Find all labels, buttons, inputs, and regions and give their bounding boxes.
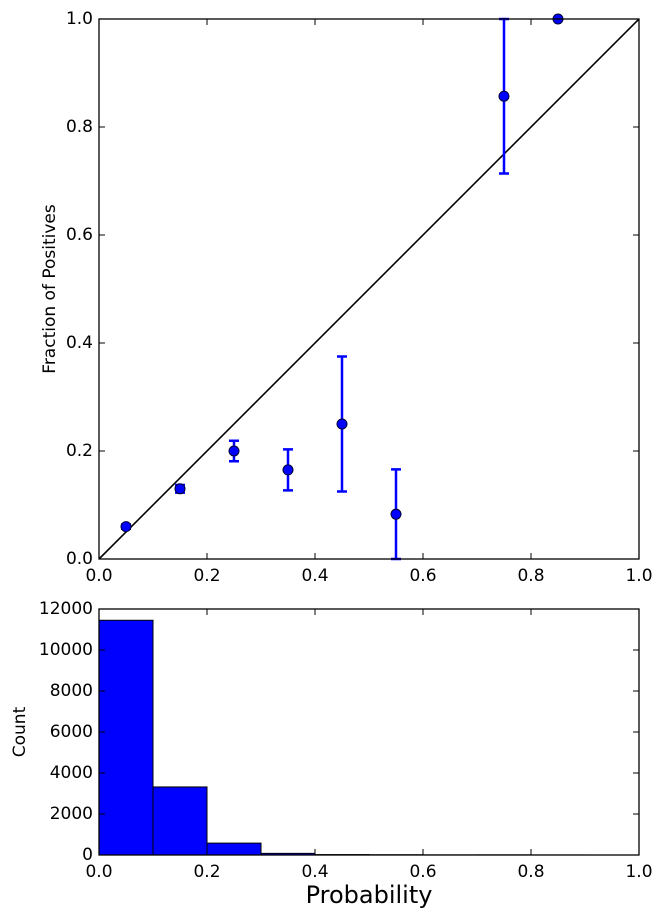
- x-tick-label: 0.0: [85, 862, 112, 882]
- x-tick-label: 0.4: [301, 566, 328, 586]
- x-tick-label: 1.0: [625, 862, 652, 882]
- y-tick-label: 0.2: [66, 441, 93, 461]
- x-axis-label: Probability: [306, 881, 433, 909]
- y-tick-label: 0.0: [66, 549, 93, 569]
- y-tick-label: 1.0: [66, 9, 93, 29]
- point: [174, 483, 186, 495]
- y-tick-label: 0.8: [66, 117, 93, 137]
- point: [498, 90, 510, 102]
- point: [390, 508, 402, 520]
- y-tick-label: 0.6: [66, 225, 93, 245]
- point: [336, 418, 348, 430]
- y-tick-label: 10000: [39, 640, 93, 660]
- x-tick-label: 0.0: [85, 566, 112, 586]
- plot-frame: [98, 18, 640, 560]
- y-tick-label: 0: [82, 845, 93, 865]
- reference-diagonal: [98, 18, 640, 560]
- y-axis-label: Fraction of Positives: [40, 204, 60, 374]
- x-tick-label: 1.0: [625, 566, 652, 586]
- bar: [152, 786, 208, 856]
- point: [282, 464, 294, 476]
- y-tick-label: 2000: [50, 804, 93, 824]
- bar: [98, 619, 154, 856]
- y-tick-label: 6000: [50, 722, 93, 742]
- x-tick-label: 0.6: [409, 862, 436, 882]
- y-tick-label: 0.4: [66, 333, 93, 353]
- x-tick-label: 0.2: [193, 862, 220, 882]
- point: [228, 445, 240, 457]
- y-tick-label: 12000: [39, 599, 93, 619]
- x-tick-label: 0.8: [517, 566, 544, 586]
- bar: [206, 842, 262, 856]
- y-axis-label: Count: [10, 706, 30, 757]
- x-tick-label: 0.6: [409, 566, 436, 586]
- x-tick-label: 0.2: [193, 566, 220, 586]
- y-tick-label: 4000: [50, 763, 93, 783]
- x-tick-label: 0.4: [301, 862, 328, 882]
- x-tick-label: 0.8: [517, 862, 544, 882]
- y-tick-label: 8000: [50, 681, 93, 701]
- point: [120, 521, 132, 533]
